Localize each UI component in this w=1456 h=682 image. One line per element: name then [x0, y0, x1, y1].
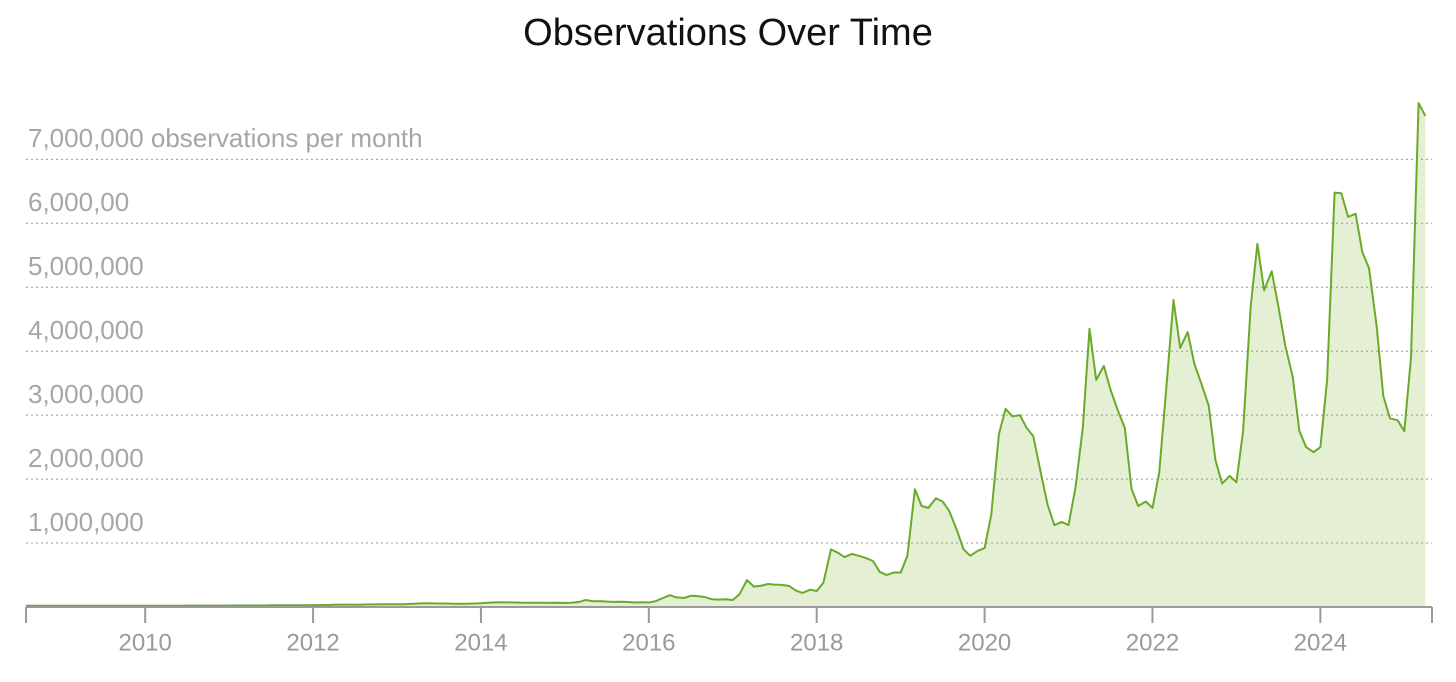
line	[26, 102, 1427, 607]
y-tick-label: 6,000,00	[28, 187, 129, 217]
x-tick-label: 2012	[286, 629, 339, 656]
x-tick-label: 2014	[454, 629, 507, 656]
chart-title: Observations Over Time	[523, 12, 933, 54]
y-tick-label: 4,000,000	[28, 315, 144, 345]
x-tick-label: 2010	[118, 629, 171, 656]
x-tick-label: 2020	[958, 629, 1011, 656]
x-tick-label: 2024	[1294, 629, 1347, 656]
x-tick-label: 2016	[622, 629, 675, 656]
x-tick-label: 2022	[1126, 629, 1179, 656]
y-tick-label: 5,000,000	[28, 251, 144, 281]
y-tick-label: 1,000,000	[28, 507, 144, 537]
area-fill	[26, 103, 1426, 607]
y-tick-label: 7,000,000 observations per month	[28, 123, 423, 153]
y-tick-label: 2,000,000	[28, 443, 144, 473]
y-tick-label: 3,000,000	[28, 379, 144, 409]
x-tick-label: 2018	[790, 629, 843, 656]
